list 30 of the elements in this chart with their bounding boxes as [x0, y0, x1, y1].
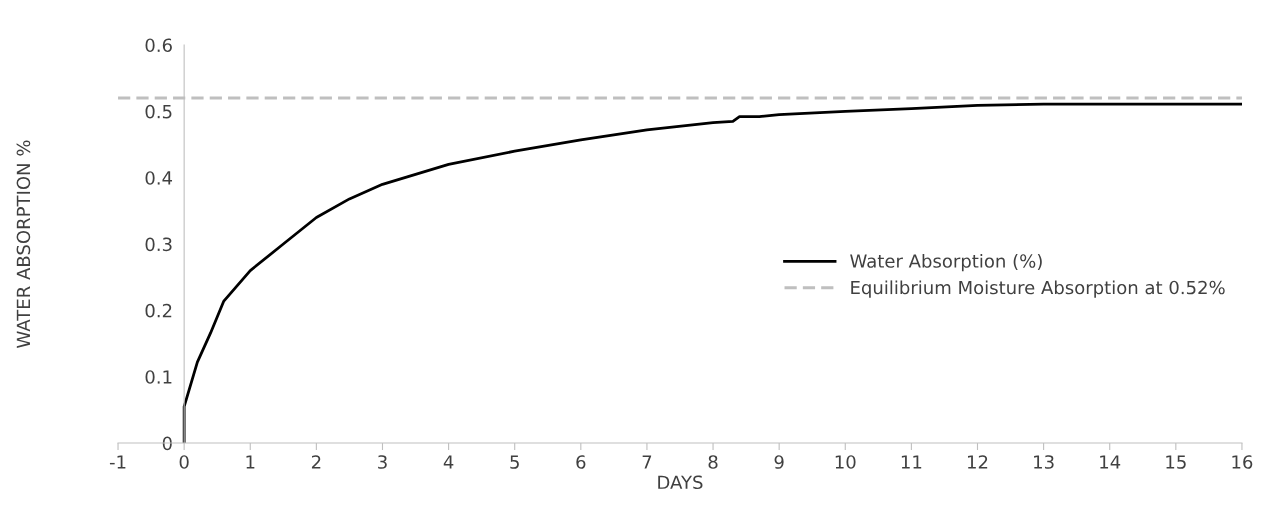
x-tick-label: 0 [179, 455, 189, 469]
x-tick-label: 12 [967, 455, 988, 469]
line-series [182, 102, 1242, 444]
x-tick-label: 14 [1100, 455, 1121, 469]
x-tick-label: 16 [1232, 455, 1253, 469]
y-tick-label: 0.2 [145, 303, 172, 318]
x-tick-label: 6 [576, 455, 586, 469]
legend-label: Water Absorption (%) [850, 253, 1042, 272]
y-tick-label: 0.4 [145, 171, 173, 185]
x-tick-label: 4 [443, 455, 454, 469]
x-tick-label: 5 [510, 455, 519, 469]
y-axis-title: WATER ABSORPTION % [16, 140, 31, 348]
y-tick-label: 0.3 [145, 237, 172, 252]
y-tick-label: 0.5 [145, 104, 172, 119]
legend-label: Equilibrium Moisture Absorption at 0.52% [851, 280, 1225, 298]
x-tick-label: 15 [1166, 455, 1186, 469]
x-tick-label: 7 [642, 455, 652, 469]
y-tick-label: 0.1 [145, 370, 172, 384]
x-tick-label: 10 [835, 455, 856, 469]
x-tick-label: 11 [901, 455, 922, 469]
x-tick-label: 9 [774, 455, 784, 469]
y-tick-label: 0.6 [145, 38, 172, 53]
x-tick-label: 2 [311, 455, 321, 469]
x-tick-label: 3 [378, 455, 387, 469]
x-axis-title: DAYS [658, 475, 703, 490]
x-tick-label: 8 [708, 455, 718, 469]
x-tick-label: 13 [1034, 455, 1054, 469]
x-tick-label: 1 [246, 455, 255, 469]
y-tick-label: 0 [162, 436, 172, 451]
x-tick-label: -1 [109, 455, 126, 469]
